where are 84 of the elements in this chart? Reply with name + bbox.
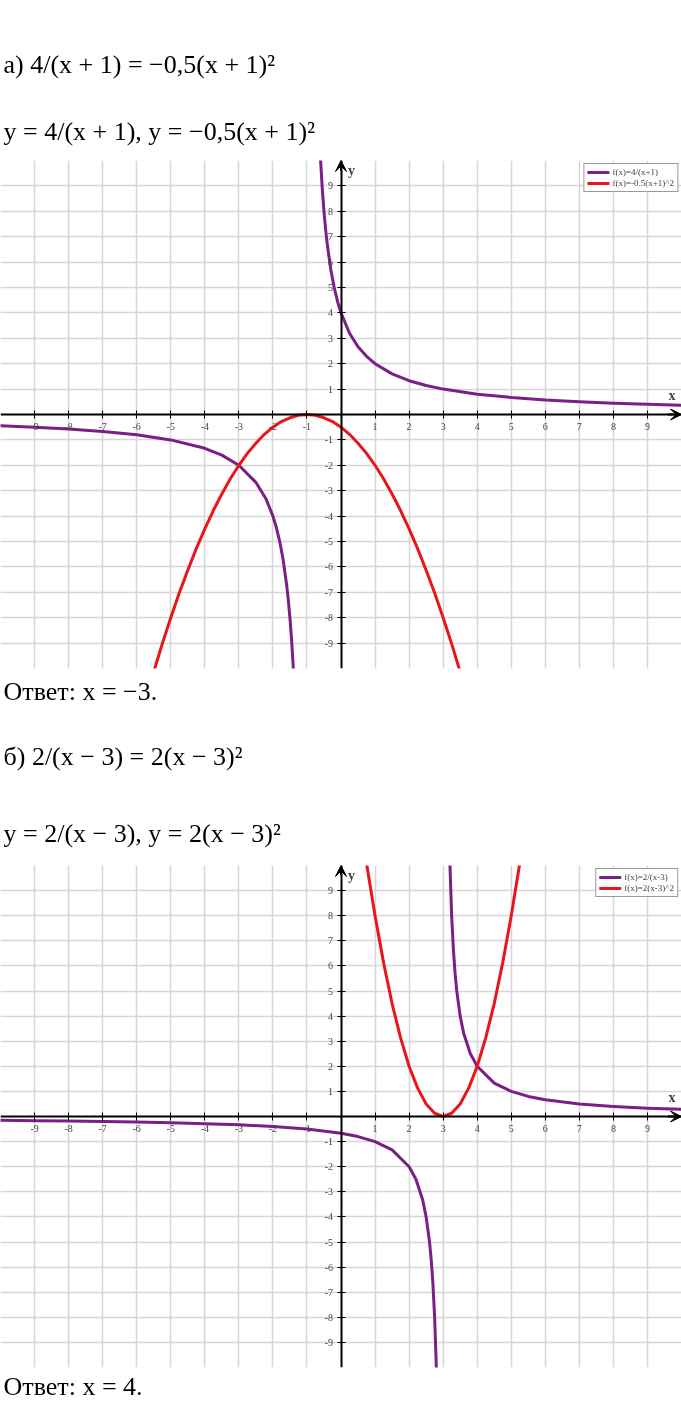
x-tick-label: -5: [166, 420, 175, 432]
y-tick-label: -6: [324, 561, 334, 573]
x-tick-label: 3: [440, 1122, 446, 1134]
y-tick-label: -8: [324, 1311, 334, 1323]
chart-subtitle: y = 4/(x + 1), y = −0,5(x + 1)²: [3, 116, 316, 146]
legend-label: f(x)=2(x-3)^2: [624, 883, 674, 893]
y-tick-label: 7: [328, 231, 333, 243]
y-tick-label: -1: [324, 1136, 334, 1148]
y-tick-label: 7: [328, 935, 333, 947]
y-tick-label: 1: [328, 1085, 333, 1097]
y-tick-label: -9: [324, 637, 334, 649]
y-tick-label: -4: [324, 1211, 334, 1223]
y-axis-title: y: [348, 162, 355, 178]
legend-label: f(x)=-0.5(x+1)^2: [612, 178, 674, 188]
x-tick-label: -3: [234, 420, 244, 432]
y-tick-label: -2: [324, 1161, 334, 1173]
x-tick-label: 9: [644, 420, 650, 432]
x-tick-label: 8: [610, 420, 616, 432]
y-tick-label: 2: [328, 358, 333, 370]
y-tick-label: -3: [324, 485, 334, 497]
y-tick-label: 4: [328, 1010, 333, 1022]
x-tick-label: 4: [474, 420, 480, 432]
x-tick-label: 2: [406, 1122, 412, 1134]
x-tick-label: 7: [576, 420, 582, 432]
y-tick-label: 3: [328, 332, 333, 344]
y-axis-title: y: [348, 867, 355, 883]
y-tick-label: -7: [324, 586, 334, 598]
x-tick-label: -7: [98, 1122, 107, 1134]
x-tick-label: -7: [98, 420, 107, 432]
y-tick-label: 4: [328, 307, 333, 319]
y-tick-label: 1: [328, 383, 333, 395]
x-tick-label: 2: [406, 420, 412, 432]
line-series: [153, 413, 461, 669]
x-tick-label: 5: [508, 420, 514, 432]
x-axis-title: x: [668, 1089, 676, 1105]
x-tick-label: 5: [508, 1122, 514, 1134]
y-tick-label: 5: [328, 985, 333, 997]
y-tick-label: 8: [328, 910, 333, 922]
y-tick-label: 6: [328, 960, 333, 972]
y-tick-label: 9: [328, 180, 333, 192]
x-tick-label: -6: [132, 420, 141, 432]
text: Ответ: x = 4.: [3, 1372, 143, 1401]
x-tick-label: -1: [302, 1122, 312, 1134]
x-tick-label: 1: [372, 420, 378, 432]
legend-label: f(x)=2/(x-3): [624, 872, 668, 882]
x-tick-label: 7: [576, 1122, 582, 1134]
x-tick-label: 3: [440, 420, 446, 432]
y-tick-label: -1: [324, 434, 334, 446]
x-tick-label: -6: [132, 1122, 141, 1134]
y-tick-label: -3: [324, 1186, 334, 1198]
x-tick-label: 6: [542, 420, 548, 432]
x-axis-title: x: [668, 387, 676, 403]
y-tick-label: -8: [324, 612, 334, 624]
x-tick-label: -4: [200, 1122, 209, 1134]
legend-label: f(x)=4/(x+1): [612, 167, 659, 177]
x-tick-label: -4: [200, 420, 209, 432]
x-tick-label: -1: [302, 420, 312, 432]
y-tick-label: -2: [324, 459, 334, 471]
x-tick-label: -9: [30, 1122, 39, 1134]
y-tick-label: -6: [324, 1261, 334, 1273]
x-tick-label: -5: [166, 1122, 175, 1134]
y-tick-label: 6: [328, 256, 333, 268]
y-tick-label: -4: [324, 510, 334, 522]
chart-title: б) 2/(x − 3) = 2(x − 3)²: [3, 741, 243, 771]
x-tick-label: 4: [474, 1122, 480, 1134]
x-tick-label: 8: [610, 1122, 616, 1134]
y-tick-label: -5: [324, 536, 334, 547]
y-tick-label: 9: [328, 885, 333, 897]
y-tick-label: 8: [328, 205, 333, 217]
x-tick-label: 9: [644, 1122, 650, 1134]
x-tick-label: 1: [372, 1122, 378, 1134]
x-tick-label: -3: [234, 1122, 244, 1134]
y-tick-label: -5: [324, 1236, 334, 1248]
x-tick-label: -8: [64, 1122, 73, 1134]
y-tick-label: 5: [328, 282, 333, 293]
text: Ответ: x = −3.: [3, 676, 158, 706]
y-tick-label: -9: [324, 1336, 334, 1348]
y-tick-label: 2: [328, 1060, 333, 1072]
line-series: [365, 865, 521, 1118]
chart-subtitle: y = 2/(x − 3), y = 2(x − 3)²: [3, 818, 282, 848]
y-tick-label: -7: [324, 1286, 334, 1298]
chart-title: а) 4/(x + 1) = −0,5(x + 1)²: [3, 49, 276, 79]
x-tick-label: 6: [542, 1122, 548, 1134]
y-tick-label: 3: [328, 1035, 333, 1047]
